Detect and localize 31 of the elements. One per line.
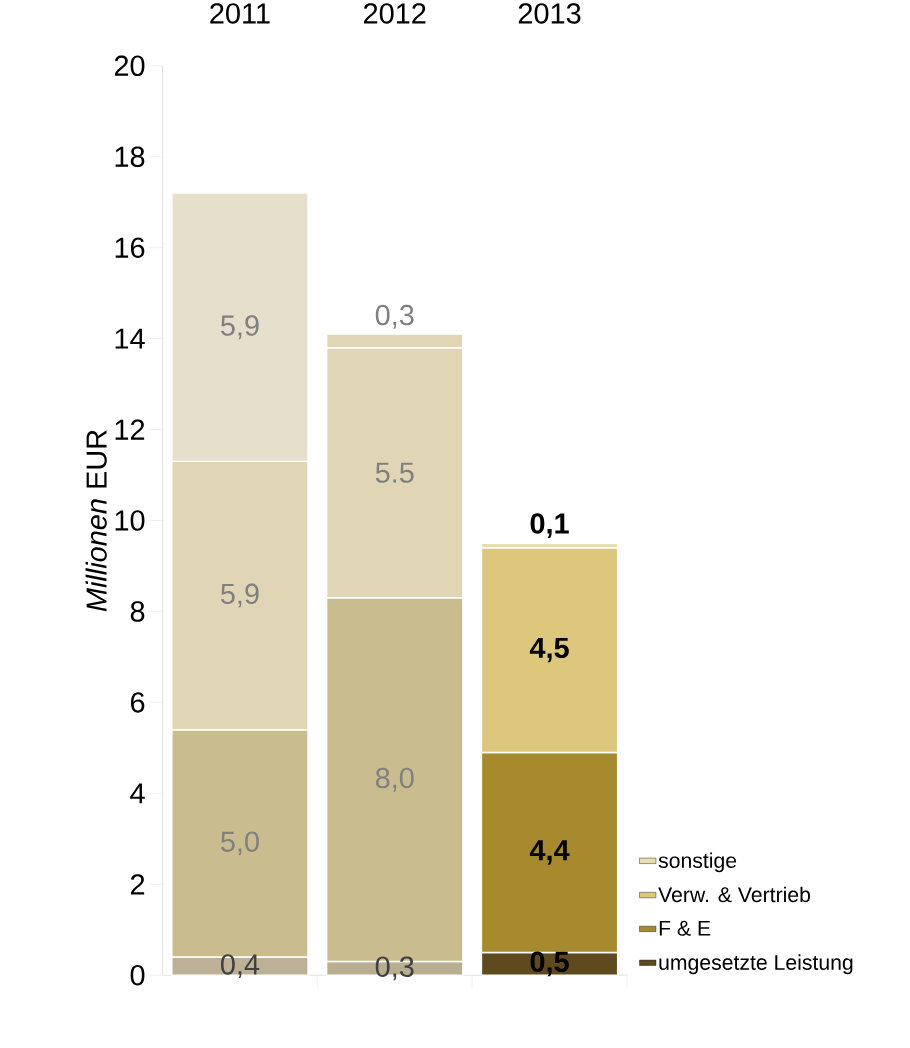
legend-label: umgesetzte Leistung (659, 954, 853, 975)
data-label: 0,5 (530, 951, 569, 977)
y-tick-label: 6 (130, 692, 145, 713)
x-tick-label: 2013 (518, 3, 581, 24)
y-tick-label: 2 (130, 874, 144, 895)
data-label: 5.5 (375, 462, 414, 483)
y-tick-label: 8 (130, 601, 145, 622)
y-tick-label: 4 (129, 783, 145, 804)
x-tick-label: 2012 (363, 3, 426, 24)
legend-label: sonstige (658, 852, 736, 873)
y-tick-label: 20 (114, 55, 145, 77)
data-label: 4,5 (529, 637, 569, 663)
legend-label: F & E (659, 920, 710, 936)
y-axis-title: Millionen EUR (85, 430, 107, 612)
data-label: 4,4 (529, 840, 570, 865)
y-tick-label: 0 (130, 965, 145, 986)
data-label: 0,1 (530, 513, 569, 538)
y-tick-label: 10 (115, 510, 145, 531)
data-label: 5,0 (220, 831, 259, 856)
data-label: 0,3 (375, 304, 414, 329)
data-label: 0,4 (220, 954, 259, 979)
data-label: 5,9 (220, 315, 259, 340)
data-label: 5,9 (220, 583, 259, 608)
y-tick-label: 14 (115, 328, 145, 349)
y-tick-label: 16 (115, 237, 145, 258)
data-label: 8,0 (375, 767, 414, 792)
data-label: 0,3 (375, 956, 414, 981)
y-tick-label: 12 (115, 419, 144, 440)
legend-label: Verw. & Vertrieb (657, 886, 810, 903)
x-tick-label: 2011 (210, 3, 270, 24)
y-tick-label: 18 (115, 146, 145, 167)
